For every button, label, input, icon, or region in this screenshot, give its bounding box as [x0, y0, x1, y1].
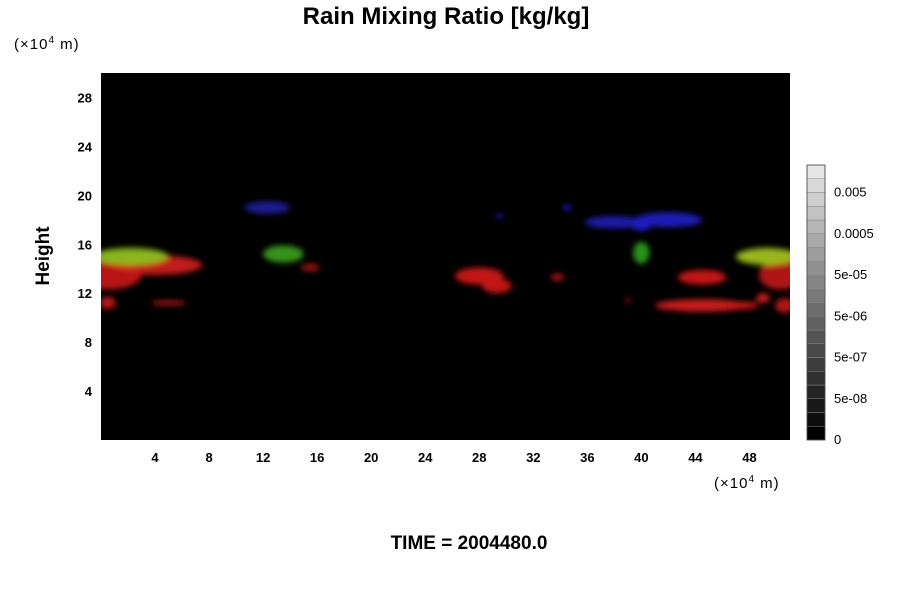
rain-feature-4	[150, 300, 187, 306]
rain-feature-5	[244, 201, 291, 214]
y-unit-label: (×104 m)	[14, 35, 80, 53]
colorbar-tick-label: 5e-06	[834, 308, 867, 323]
rain-feature-18	[654, 299, 750, 312]
x-ticks: 4 8 12 16 20 24 28 32 36 40 44 48	[151, 450, 756, 465]
y-tick-label: 28	[78, 90, 92, 105]
rain-feature-9	[481, 278, 512, 294]
x-tick-label: 4	[151, 450, 159, 465]
rain-feature-10	[550, 273, 565, 281]
rain-feature-21	[758, 260, 790, 290]
x-tick-label: 36	[580, 450, 594, 465]
colorbar-cell	[806, 343, 826, 358]
y-unit-exp: 4	[48, 35, 55, 46]
x-tick-label: 24	[418, 450, 433, 465]
time-label: TIME = 2004480.0	[391, 533, 548, 554]
colorbar-cell	[806, 426, 826, 441]
colorbar	[806, 164, 826, 441]
colorbar-cell	[806, 316, 826, 331]
y-tick-label: 20	[78, 188, 92, 203]
y-unit-prefix: (×10	[14, 36, 48, 53]
x-unit-prefix: (×10	[714, 475, 748, 492]
y-ticks: 4 8 12 16 20 24 28	[78, 90, 93, 399]
colorbar-frame	[806, 164, 826, 441]
colorbar-cell	[806, 329, 826, 344]
y-tick-label: 16	[78, 237, 92, 252]
rain-feature-22	[735, 247, 790, 266]
y-tick-label: 8	[85, 335, 92, 350]
colorbar-ticks: 0 5e-08 5e-07 5e-06 5e-05 0.0005 0.005	[834, 185, 874, 448]
rain-feature-2	[101, 247, 169, 266]
y-tick-label: 24	[78, 139, 93, 154]
x-tick-label: 8	[205, 450, 212, 465]
colorbar-tick-label: 0.005	[834, 185, 867, 200]
rain-feature-24	[625, 298, 631, 303]
chart-title: Rain Mixing Ratio [kg/kg]	[303, 3, 590, 30]
rain-feature-19	[726, 301, 759, 310]
rain-feature-3	[101, 296, 116, 310]
y-tick-label: 12	[78, 286, 92, 301]
colorbar-cell	[806, 178, 826, 193]
rain-feature-11	[495, 213, 504, 219]
colorbar-cell	[806, 274, 826, 289]
rain-feature-13	[584, 216, 645, 229]
rain-feature-12	[563, 203, 572, 212]
rain-feature-23	[775, 298, 790, 313]
colorbar-tick-label: 0.0005	[834, 226, 874, 241]
colorbar-cell	[806, 384, 826, 399]
colorbar-cell	[806, 412, 826, 427]
colorbar-cell	[806, 357, 826, 372]
colorbar-cell	[806, 219, 826, 234]
data-features	[101, 201, 790, 313]
colorbar-cell	[806, 398, 826, 413]
y-axis-label: Height	[33, 226, 54, 286]
x-tick-label: 40	[634, 450, 648, 465]
y-tick-label: 4	[85, 384, 93, 399]
x-tick-label: 12	[256, 450, 270, 465]
colorbar-tick-label: 5e-05	[834, 267, 867, 282]
x-tick-label: 48	[742, 450, 756, 465]
rain-feature-17	[677, 269, 727, 285]
colorbar-cell	[806, 371, 826, 386]
colorbar-cell	[806, 206, 826, 221]
colorbar-tick-label: 5e-08	[834, 391, 867, 406]
rain-feature-16	[633, 241, 650, 264]
x-tick-label: 20	[364, 450, 378, 465]
y-unit-suffix: m)	[55, 36, 80, 53]
x-tick-label: 16	[310, 450, 324, 465]
colorbar-cell	[806, 233, 826, 248]
x-unit-suffix: m)	[755, 475, 780, 492]
rain-feature-15	[631, 221, 651, 231]
rain-feature-6	[263, 245, 304, 263]
plot-area	[101, 73, 790, 440]
colorbar-cell	[806, 302, 826, 317]
x-unit-label: (×104 m)	[714, 474, 780, 492]
x-tick-label: 28	[472, 450, 486, 465]
colorbar-cell	[806, 288, 826, 303]
colorbar-cell	[806, 192, 826, 207]
colorbar-cell	[806, 247, 826, 262]
colorbar-tick-label: 0	[834, 432, 841, 447]
colorbar-cell	[806, 164, 826, 179]
rain-feature-7	[300, 263, 320, 272]
x-tick-label: 32	[526, 450, 540, 465]
x-unit-exp: 4	[748, 474, 755, 485]
rain-feature-14	[634, 212, 703, 228]
rain-feature-20	[756, 293, 770, 303]
colorbar-tick-label: 5e-07	[834, 350, 867, 365]
colorbar-cell	[806, 261, 826, 276]
x-tick-label: 44	[688, 450, 703, 465]
